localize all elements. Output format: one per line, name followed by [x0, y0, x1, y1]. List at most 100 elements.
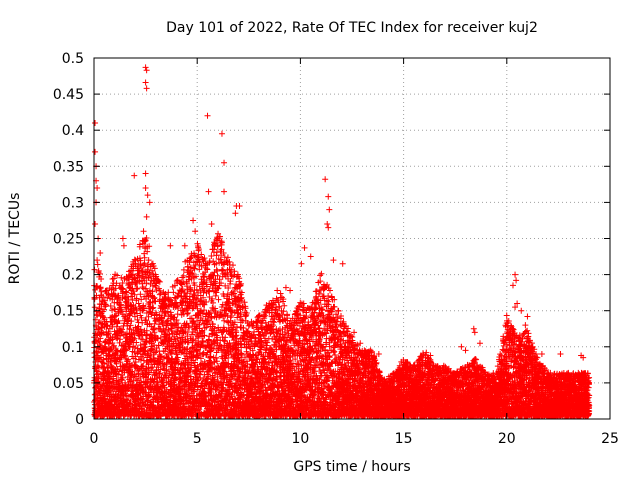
data-point: [119, 374, 126, 381]
data-point: [142, 343, 149, 350]
data-point: [124, 300, 131, 307]
data-point: [119, 280, 126, 287]
data-point: [137, 375, 144, 382]
data-point: [98, 330, 105, 337]
data-point: [128, 318, 135, 325]
data-point: [128, 272, 135, 279]
data-point: [96, 270, 103, 277]
data-point: [143, 280, 150, 287]
data-point: [131, 291, 138, 298]
data-point: [153, 287, 160, 294]
data-point: [142, 332, 149, 339]
data-point: [114, 335, 121, 342]
data-point: [110, 342, 117, 349]
data-point: [93, 395, 100, 402]
data-point: [142, 285, 149, 292]
data-point: [206, 333, 213, 340]
data-point: [141, 254, 148, 261]
data-point: [130, 288, 137, 295]
data-point: [137, 326, 144, 333]
data-point: [135, 390, 142, 397]
data-point: [143, 339, 150, 346]
data-point: [126, 344, 133, 351]
data-point: [208, 252, 215, 259]
data-point: [102, 301, 109, 308]
data-point: [138, 296, 145, 303]
data-point: [96, 338, 103, 345]
chart-title: Day 101 of 2022, Rate Of TEC Index for r…: [166, 20, 538, 36]
data-point: [117, 301, 124, 308]
data-point: [137, 257, 144, 264]
data-point: [100, 329, 107, 336]
data-point: [99, 359, 106, 366]
data-point: [94, 261, 101, 268]
data-point: [274, 287, 281, 294]
data-point: [224, 254, 231, 261]
data-series: [91, 64, 593, 420]
data-point: [140, 304, 147, 311]
data-point: [101, 306, 108, 313]
data-point: [107, 303, 114, 310]
data-point: [114, 320, 121, 327]
data-point: [94, 350, 101, 357]
data-point: [136, 332, 143, 339]
data-point: [109, 321, 116, 328]
data-point: [115, 317, 122, 324]
data-point: [143, 317, 150, 324]
data-point: [97, 284, 104, 291]
data-point: [174, 311, 181, 318]
data-point: [136, 274, 143, 281]
data-point: [122, 353, 129, 360]
data-point: [108, 362, 115, 369]
data-point: [115, 371, 122, 378]
data-point: [95, 355, 102, 362]
data-point: [118, 306, 125, 313]
data-point: [138, 314, 145, 321]
data-point: [224, 318, 231, 325]
data-point: [134, 285, 141, 292]
data-point: [123, 289, 130, 296]
data-point: [122, 331, 129, 338]
data-point: [124, 322, 131, 329]
data-point: [143, 234, 150, 241]
data-point: [122, 379, 129, 386]
data-point: [131, 274, 138, 281]
data-point: [91, 304, 98, 311]
data-point: [213, 249, 220, 256]
data-point: [128, 293, 135, 300]
data-point: [284, 311, 291, 318]
data-point: [142, 237, 149, 244]
data-point: [139, 284, 146, 291]
data-point: [96, 319, 103, 326]
data-point: [112, 313, 119, 320]
data-point: [125, 356, 132, 363]
data-point: [105, 330, 112, 337]
data-point: [135, 348, 142, 355]
data-point: [129, 368, 136, 375]
data-point: [134, 365, 141, 372]
data-point: [112, 285, 119, 292]
data-point: [104, 331, 111, 338]
data-point: [134, 316, 141, 323]
data-point: [116, 368, 123, 375]
data-point: [99, 324, 106, 331]
data-point: [117, 336, 124, 343]
data-point: [180, 272, 187, 279]
data-point: [143, 310, 150, 317]
data-point: [195, 246, 202, 253]
data-point: [110, 275, 117, 282]
data-point: [104, 294, 111, 301]
data-point: [140, 362, 147, 369]
data-point: [101, 338, 108, 345]
data-point: [127, 271, 134, 278]
data-point: [127, 322, 134, 329]
data-point: [112, 306, 119, 313]
data-point: [100, 294, 107, 301]
data-point: [139, 319, 146, 326]
data-point: [114, 272, 121, 279]
data-point: [91, 266, 98, 273]
data-point: [95, 267, 102, 274]
data-point: [131, 313, 138, 320]
data-point: [122, 288, 129, 295]
data-point: [92, 286, 99, 293]
